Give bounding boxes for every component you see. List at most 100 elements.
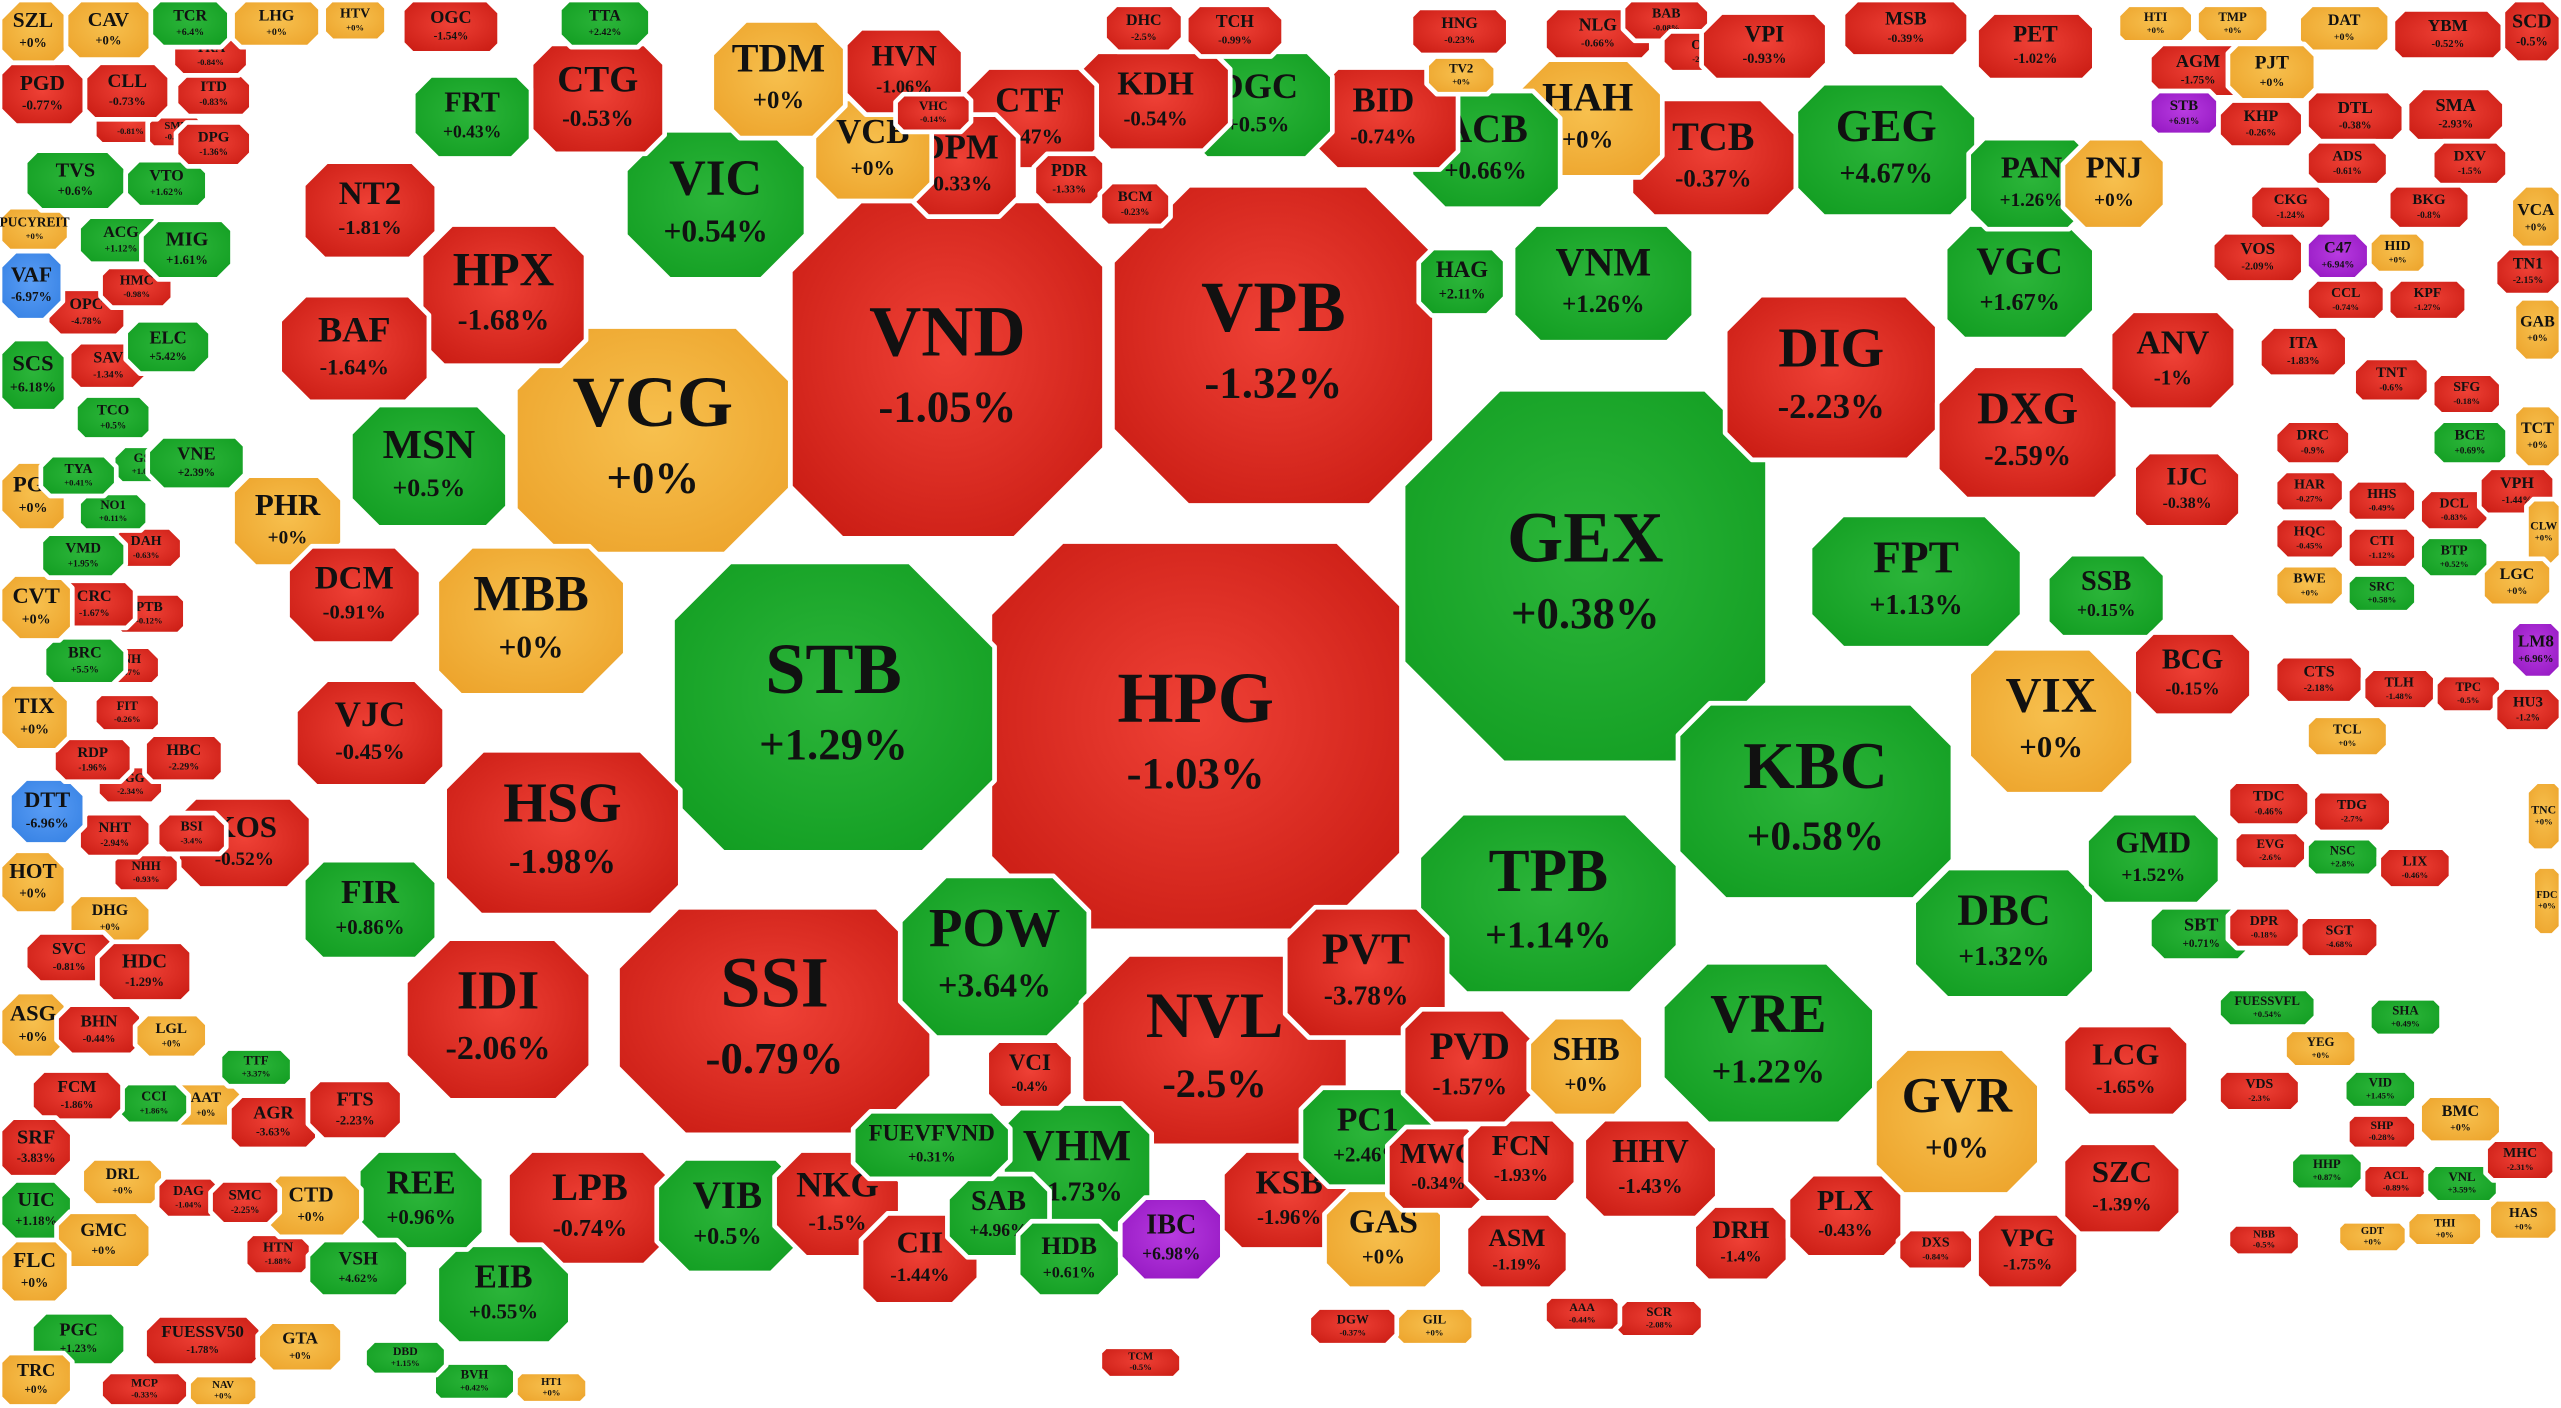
heatmap-cell[interactable]: VSH+4.62%: [305, 1237, 411, 1299]
cell-shape[interactable]: [0, 0, 69, 66]
heatmap-cell[interactable]: SHP-0.28%: [2344, 1112, 2419, 1152]
heatmap-cell[interactable]: DPR-0.18%: [2225, 904, 2303, 951]
cell-shape[interactable]: [142, 1313, 264, 1368]
heatmap-cell[interactable]: HAR-0.27%: [2272, 468, 2347, 515]
cell-shape[interactable]: [431, 1360, 518, 1403]
heatmap-cell[interactable]: FUEVFVND+0.31%: [850, 1108, 1013, 1182]
heatmap-cell[interactable]: VCI-0.4%: [984, 1038, 1076, 1111]
heatmap-cell[interactable]: FCM-1.86%: [29, 1068, 125, 1124]
cell-shape[interactable]: [2060, 135, 2168, 232]
cell-shape[interactable]: [2256, 324, 2350, 380]
heatmap-cell[interactable]: OGC-1.54%: [399, 0, 502, 56]
heatmap-cell[interactable]: TDG-2.7%: [2310, 788, 2394, 835]
cell-shape[interactable]: [217, 1046, 295, 1089]
heatmap-cell[interactable]: HOT+0%: [0, 848, 69, 916]
cell-shape[interactable]: [2225, 779, 2312, 829]
cell-shape[interactable]: [2131, 449, 2243, 530]
cell-shape[interactable]: [355, 1148, 487, 1252]
cell-shape[interactable]: [1675, 700, 1956, 902]
heatmap-cell[interactable]: FUESSV50-1.78%: [142, 1313, 264, 1368]
heatmap-cell[interactable]: HHP+0.87%: [2288, 1149, 2366, 1193]
heatmap-cell[interactable]: FCN-1.93%: [1463, 1116, 1579, 1205]
heatmap-cell[interactable]: ADS-0.61%: [2304, 138, 2391, 188]
cell-shape[interactable]: [38, 452, 119, 499]
heatmap-cell[interactable]: VPI-0.93%: [1699, 10, 1830, 83]
heatmap-cell[interactable]: HTN-1.88%: [242, 1231, 314, 1277]
cell-shape[interactable]: [2508, 182, 2561, 254]
cell-shape[interactable]: [434, 543, 628, 698]
cell-shape[interactable]: [1793, 80, 1979, 219]
heatmap-cell[interactable]: IDI-2.06%: [403, 936, 594, 1103]
heatmap-cell[interactable]: NAV+0%: [186, 1372, 261, 1408]
heatmap-cell[interactable]: PJT+0%: [2225, 41, 2319, 103]
cell-shape[interactable]: [0, 336, 69, 414]
heatmap-cell[interactable]: FLC+0%: [0, 1237, 72, 1306]
cell-shape[interactable]: [0, 848, 69, 916]
heatmap-cell[interactable]: CTS-2.18%: [2272, 653, 2366, 706]
cell-shape[interactable]: [787, 198, 1107, 541]
cell-shape[interactable]: [1392, 1305, 1477, 1348]
heatmap-cell[interactable]: CCL-0.74%: [2304, 277, 2388, 323]
cell-shape[interactable]: [2131, 630, 2254, 719]
heatmap-cell[interactable]: HPX-1.68%: [418, 222, 589, 369]
cell-shape[interactable]: [2492, 685, 2561, 734]
cell-shape[interactable]: [399, 0, 502, 56]
cell-shape[interactable]: [1416, 810, 1681, 996]
cell-shape[interactable]: [1612, 1297, 1706, 1340]
heatmap-cell[interactable]: VPB-1.32%: [1110, 182, 1437, 508]
heatmap-cell[interactable]: VNM+1.26%: [1510, 222, 1697, 345]
cell-shape[interactable]: [2115, 2, 2196, 45]
cell-shape[interactable]: [410, 72, 534, 161]
heatmap-cell[interactable]: EIB+0.55%: [434, 1242, 573, 1346]
heatmap-cell[interactable]: DXV-1.5%: [2429, 138, 2510, 188]
heatmap-cell[interactable]: NHH-0.93%: [110, 851, 182, 894]
cell-shape[interactable]: [2216, 98, 2306, 150]
heatmap-cell[interactable]: BWE+0%: [2272, 562, 2347, 609]
cell-shape[interactable]: [2511, 295, 2561, 364]
cell-shape[interactable]: [0, 572, 75, 643]
cell-shape[interactable]: [173, 69, 254, 119]
cell-shape[interactable]: [0, 1350, 75, 1408]
heatmap-cell[interactable]: ASM-1.19%: [1463, 1211, 1571, 1292]
heatmap-cell[interactable]: CVT+0%: [0, 572, 75, 643]
heatmap-cell[interactable]: HDB+0.61%: [1015, 1218, 1123, 1299]
heatmap-cell[interactable]: DGW-0.37%: [1306, 1305, 1400, 1348]
cell-shape[interactable]: [1097, 179, 1173, 229]
heatmap-cell[interactable]: GAB+0%: [2511, 295, 2561, 364]
cell-shape[interactable]: [1699, 10, 1830, 83]
cell-shape[interactable]: [1102, 2, 1186, 55]
cell-shape[interactable]: [2216, 1068, 2303, 1114]
cell-shape[interactable]: [403, 936, 594, 1103]
heatmap-cell[interactable]: HBC-2.29%: [142, 732, 226, 785]
cell-shape[interactable]: [897, 873, 1092, 1040]
cell-shape[interactable]: [556, 0, 653, 50]
heatmap-cell[interactable]: CAV+0%: [63, 0, 154, 63]
heatmap-cell[interactable]: VJC-0.45%: [293, 677, 447, 789]
heatmap-cell[interactable]: SZC-1.39%: [2060, 1140, 2184, 1237]
heatmap-cell[interactable]: LM8+6.96%: [2508, 619, 2561, 681]
cell-shape[interactable]: [1895, 1226, 1976, 1273]
cell-shape[interactable]: [227, 1093, 320, 1152]
cell-shape[interactable]: [54, 1209, 154, 1271]
heatmap-cell[interactable]: SSI-0.79%: [615, 904, 935, 1138]
heatmap-cell[interactable]: SRC+0.58%: [2344, 572, 2419, 615]
heatmap-cell[interactable]: POW+3.64%: [897, 873, 1092, 1040]
cell-shape[interactable]: [2483, 1137, 2558, 1183]
heatmap-cell[interactable]: TTF+3.37%: [217, 1046, 295, 1089]
heatmap-cell[interactable]: HHV-1.43%: [1581, 1116, 1720, 1221]
cell-shape[interactable]: [300, 159, 440, 262]
heatmap-cell[interactable]: MBB+0%: [434, 543, 628, 698]
heatmap-cell[interactable]: DTL-0.38%: [2304, 88, 2407, 144]
cell-shape[interactable]: [285, 543, 424, 646]
heatmap-cell[interactable]: ITA-1.83%: [2256, 324, 2350, 380]
cell-shape[interactable]: [2060, 1140, 2184, 1237]
heatmap-cell[interactable]: DPG-1.36%: [173, 120, 254, 169]
heatmap-cell[interactable]: FDC+0%: [2530, 864, 2561, 938]
cell-shape[interactable]: [186, 1372, 261, 1408]
cell-shape[interactable]: [1691, 1203, 1791, 1284]
cell-shape[interactable]: [2272, 515, 2347, 562]
heatmap-cell[interactable]: TCH-0.99%: [1183, 2, 1286, 59]
heatmap-cell[interactable]: VIC+0.54%: [622, 127, 809, 282]
heatmap-cell[interactable]: ANV-1%: [2107, 308, 2239, 413]
cell-shape[interactable]: [0, 248, 66, 323]
